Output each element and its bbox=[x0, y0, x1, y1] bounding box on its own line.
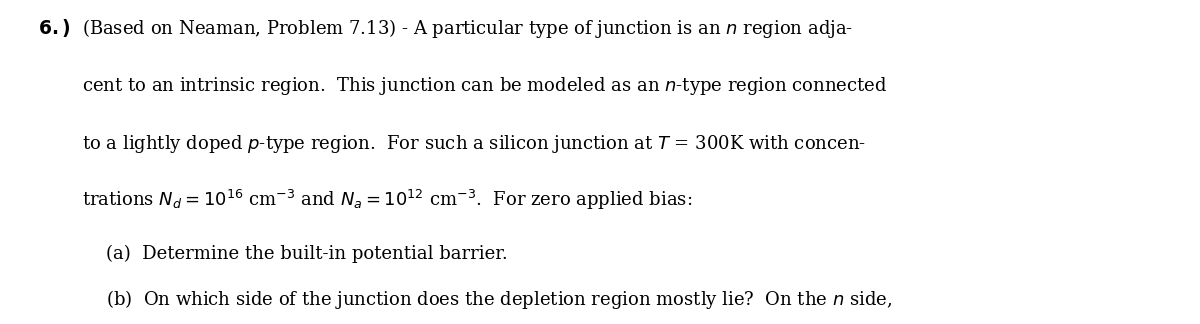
Text: cent to an intrinsic region.  This junction can be modeled as an $n$-type region: cent to an intrinsic region. This juncti… bbox=[82, 75, 887, 98]
Text: trations $N_d = 10^{16}$ cm$^{-3}$ and $N_a = 10^{12}$ cm$^{-3}$.  For zero appl: trations $N_d = 10^{16}$ cm$^{-3}$ and $… bbox=[82, 188, 692, 212]
Text: (b)  On which side of the junction does the depletion region mostly lie?  On the: (b) On which side of the junction does t… bbox=[106, 288, 892, 311]
Text: $\bf{6.)}$: $\bf{6.)}$ bbox=[38, 17, 71, 39]
Text: (a)  Determine the built-in potential barrier.: (a) Determine the built-in potential bar… bbox=[106, 245, 508, 263]
Text: to a lightly doped $p$-type region.  For such a silicon junction at $T$ = 300K w: to a lightly doped $p$-type region. For … bbox=[82, 133, 865, 155]
Text: (Based on Neaman, Problem 7.13) - A particular type of junction is an $n$ region: (Based on Neaman, Problem 7.13) - A part… bbox=[82, 17, 853, 40]
